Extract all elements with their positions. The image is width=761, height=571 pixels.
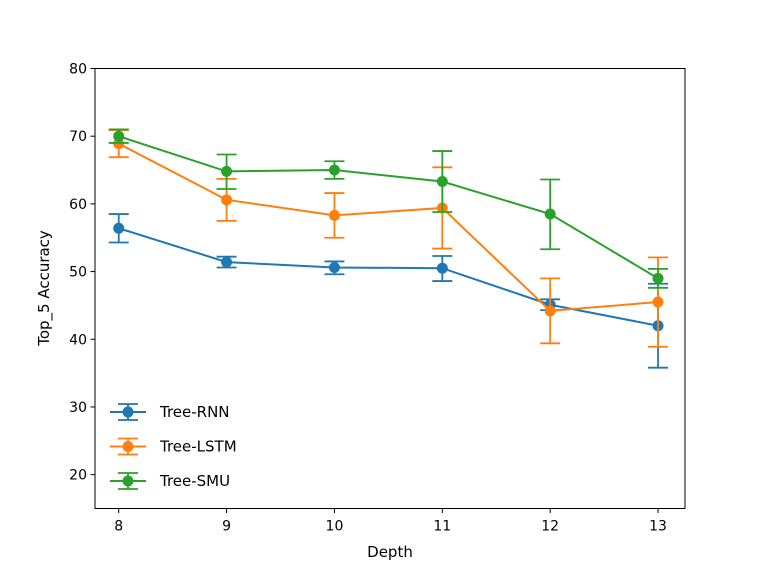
plot-area: [108, 128, 669, 369]
legend-item-tree-smu: Tree-SMU: [110, 472, 230, 490]
legend-marker: [122, 475, 134, 487]
series-line-tree-smu: [118, 135, 659, 280]
axes: 20 30 40 50 60 70 80 8 9 10 11 12 13: [69, 62, 667, 535]
legend-label-tree-lstm: Tree-LSTM: [159, 438, 237, 456]
legend-marker: [122, 441, 134, 452]
data-point-tree-rnn-10: [328, 262, 340, 274]
legend: Tree-RNN Tree-LSTM Tree-SMU: [110, 403, 237, 490]
data-point-tree-smu-12: [544, 208, 556, 220]
data-point-tree-lstm-9: [221, 194, 233, 206]
data-point-tree-smu-13: [652, 272, 664, 284]
data-point-tree-lstm-12: [544, 305, 556, 317]
x-tick-label-12: 12: [541, 519, 559, 535]
x-axis-label: Depth: [367, 543, 413, 561]
y-tick-label-60: 60: [69, 197, 87, 213]
series-tree-smu: [108, 128, 669, 289]
legend-label-tree-rnn: Tree-RNN: [159, 403, 230, 421]
x-tick-label-8: 8: [114, 519, 123, 535]
data-point-tree-lstm-10: [328, 209, 340, 221]
y-tick-label-80: 80: [69, 62, 87, 78]
x-tick-label-10: 10: [326, 519, 344, 535]
x-tick-label-11: 11: [433, 519, 451, 535]
y-tick-label-40: 40: [69, 332, 87, 348]
y-tick-label-50: 50: [69, 265, 87, 281]
data-point-tree-smu-9: [221, 165, 233, 177]
series-line-tree-rnn: [118, 227, 659, 327]
data-point-tree-rnn-8: [113, 222, 125, 234]
x-tick-label-13: 13: [649, 519, 667, 535]
axes-frame: [94, 68, 686, 509]
data-point-tree-rnn-11: [436, 262, 448, 274]
y-axis-label: Top_5 Accuracy: [35, 230, 54, 347]
y-tick-label-70: 70: [69, 129, 87, 145]
series-tree-lstm: [108, 129, 669, 348]
series-tree-rnn: [108, 213, 669, 369]
x-tick-label-9: 9: [222, 519, 231, 535]
legend-marker: [122, 406, 134, 418]
series-line-tree-lstm: [118, 142, 659, 312]
data-point-tree-smu-11: [436, 176, 448, 188]
legend-item-tree-rnn: Tree-RNN: [110, 403, 230, 421]
y-tick-label-30: 30: [69, 400, 87, 416]
data-point-tree-lstm-13: [652, 296, 664, 308]
legend-label-tree-smu: Tree-SMU: [159, 472, 230, 490]
data-point-tree-smu-8: [113, 130, 125, 142]
y-tick-label-20: 20: [69, 468, 87, 484]
legend-item-tree-lstm: Tree-LSTM: [110, 438, 237, 456]
data-point-tree-smu-10: [328, 164, 340, 176]
data-point-tree-rnn-9: [221, 256, 233, 268]
